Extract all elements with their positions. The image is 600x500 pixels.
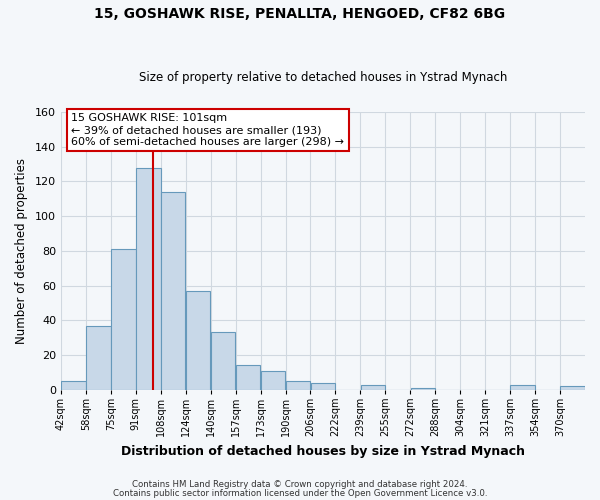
Bar (236, 366, 260, 390)
Bar (111, 249, 136, 390)
Text: Contains public sector information licensed under the Open Government Licence v3: Contains public sector information licen… (113, 488, 487, 498)
Bar (261, 370, 285, 390)
Bar (311, 383, 335, 390)
Bar (511, 384, 535, 390)
Bar (286, 381, 310, 390)
Text: 15 GOSHAWK RISE: 101sqm
← 39% of detached houses are smaller (193)
60% of semi-d: 15 GOSHAWK RISE: 101sqm ← 39% of detache… (71, 114, 344, 146)
Bar (410, 388, 435, 390)
Bar (211, 332, 235, 390)
X-axis label: Distribution of detached houses by size in Ystrad Mynach: Distribution of detached houses by size … (121, 444, 525, 458)
Bar (560, 386, 585, 390)
Bar (186, 291, 211, 390)
Bar (361, 384, 385, 390)
Bar (86, 326, 110, 390)
Bar (136, 168, 161, 390)
Title: Size of property relative to detached houses in Ystrad Mynach: Size of property relative to detached ho… (139, 72, 507, 85)
Bar (161, 192, 185, 390)
Bar (61, 381, 86, 390)
Text: 15, GOSHAWK RISE, PENALLTA, HENGOED, CF82 6BG: 15, GOSHAWK RISE, PENALLTA, HENGOED, CF8… (94, 8, 506, 22)
Y-axis label: Number of detached properties: Number of detached properties (15, 158, 28, 344)
Text: Contains HM Land Registry data © Crown copyright and database right 2024.: Contains HM Land Registry data © Crown c… (132, 480, 468, 489)
